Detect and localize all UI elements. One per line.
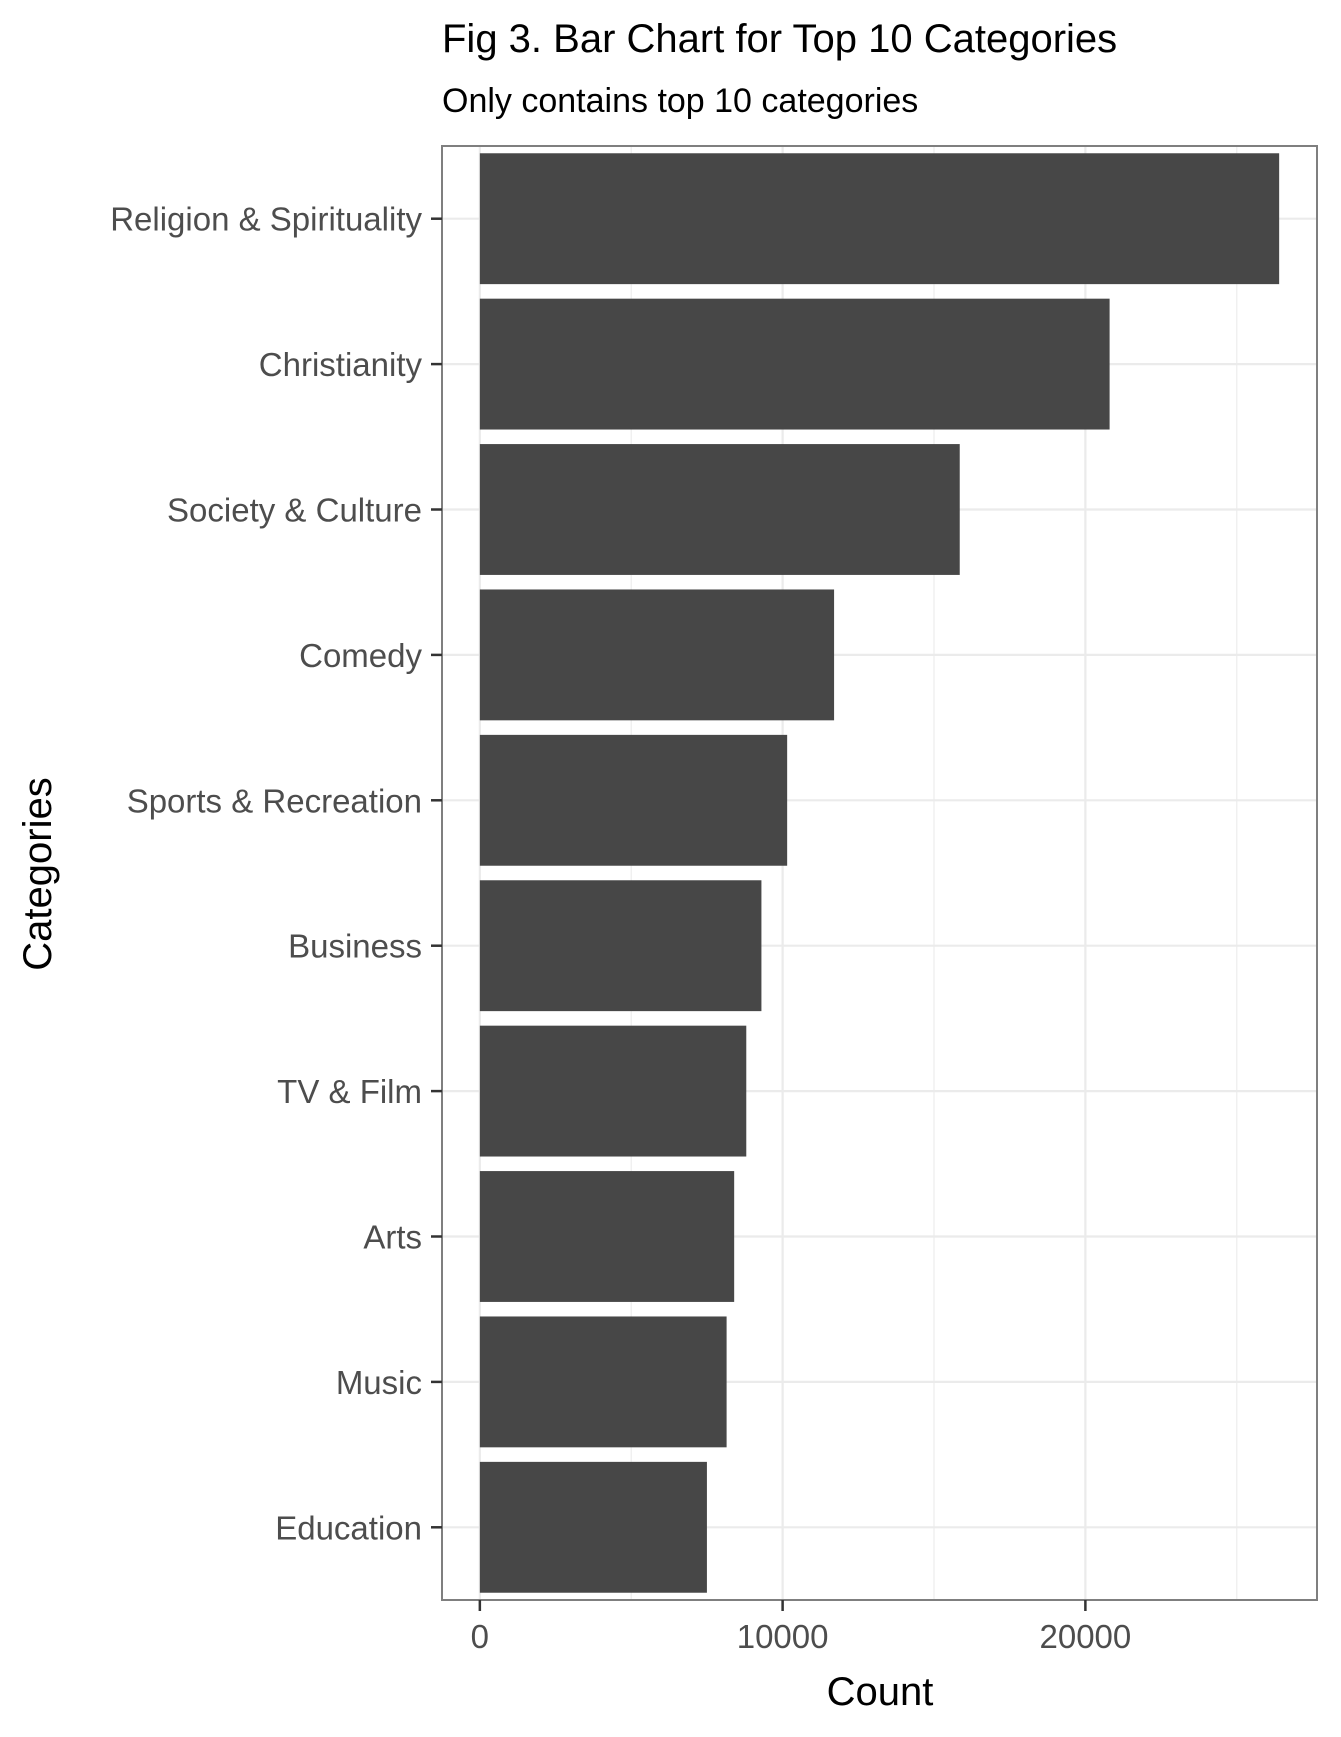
- y-tick-label: Arts: [363, 1219, 422, 1256]
- bar: [479, 589, 835, 721]
- chart-title: Fig 3. Bar Chart for Top 10 Categories: [442, 17, 1117, 61]
- y-tick-label: Religion & Spirituality: [110, 201, 422, 238]
- bar: [479, 1461, 707, 1593]
- bar: [479, 1171, 735, 1302]
- bar: [479, 153, 1280, 285]
- bar: [479, 1316, 727, 1448]
- y-tick-label: Society & Culture: [167, 492, 422, 529]
- y-tick-label: Comedy: [299, 637, 422, 674]
- y-axis-title: Categories: [16, 777, 60, 970]
- bar: [479, 444, 960, 575]
- y-tick-label: Sports & Recreation: [127, 782, 422, 819]
- panel-border: [441, 145, 1318, 1601]
- bar: [479, 880, 762, 1012]
- bar: [479, 298, 1110, 430]
- x-tick-label: 20000: [1039, 1618, 1131, 1655]
- bar: [479, 1025, 747, 1157]
- x-tick-label: 0: [471, 1618, 489, 1655]
- y-tick-label: Christianity: [259, 346, 423, 383]
- bar: [479, 734, 788, 866]
- x-axis: 0 10000 20000: [471, 1600, 1131, 1655]
- x-tick-label: 10000: [737, 1618, 829, 1655]
- y-axis: Religion & Spirituality Christianity Socie…: [110, 201, 442, 1546]
- y-tick-label: Education: [275, 1509, 422, 1546]
- y-tick-label: Music: [336, 1364, 422, 1401]
- bars: [479, 153, 1280, 1593]
- x-axis-title: Count: [827, 1670, 934, 1714]
- y-tick-label: TV & Film: [277, 1073, 422, 1110]
- y-tick-label: Business: [288, 928, 422, 965]
- chart-subtitle: Only contains top 10 categories: [442, 82, 918, 120]
